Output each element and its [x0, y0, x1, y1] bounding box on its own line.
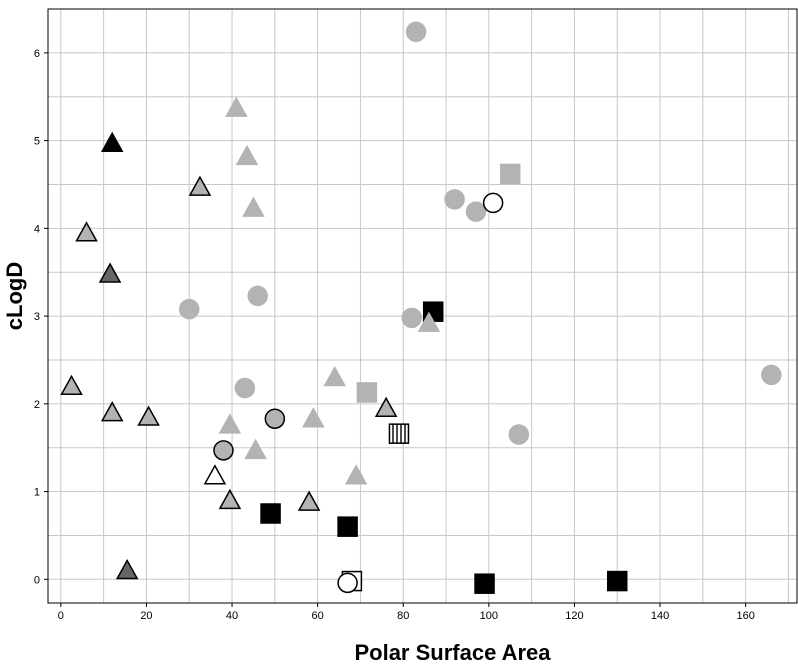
y-tick-label: 5 — [34, 136, 40, 148]
triangle-point — [244, 438, 267, 460]
circle-point — [234, 377, 256, 399]
triangle-point — [100, 401, 124, 422]
x-tick-label: 100 — [480, 610, 498, 622]
x-tick-label: 140 — [651, 610, 669, 622]
circle-point — [401, 307, 423, 329]
plot-area-frame — [47, 8, 798, 604]
y-tick-label: 0 — [34, 574, 40, 586]
triangle-point — [218, 413, 242, 434]
circle-point — [405, 21, 427, 43]
circle-point — [761, 364, 782, 386]
triangle-point — [137, 405, 160, 426]
striped-square-point — [388, 423, 410, 444]
x-tick-label: 0 — [58, 610, 64, 622]
x-tick-label: 20 — [140, 610, 152, 622]
triangle-point — [235, 144, 259, 166]
square-point — [499, 163, 521, 185]
square-point — [356, 382, 378, 403]
triangle-point — [115, 558, 139, 580]
triangle-point — [344, 464, 368, 485]
triangle-point — [60, 374, 83, 396]
x-axis-title: Polar Surface Area — [354, 640, 551, 665]
triangle-point — [417, 311, 441, 332]
triangle-point — [242, 196, 265, 217]
circle-point — [508, 424, 530, 445]
circle-point — [465, 201, 487, 222]
data-points — [60, 21, 782, 594]
y-tick-label: 4 — [34, 223, 40, 235]
y-tick-label: 3 — [34, 311, 40, 323]
x-tick-label: 160 — [736, 610, 754, 622]
circle-point — [247, 285, 268, 307]
circle-point — [264, 408, 286, 429]
triangle-point — [188, 175, 212, 196]
x-tick-label: 120 — [565, 610, 583, 622]
circle-point — [482, 192, 504, 214]
triangle-point — [302, 407, 325, 428]
circle-point — [178, 298, 200, 320]
triangle-point — [218, 488, 242, 510]
triangle-point — [225, 96, 248, 117]
triangle-point — [98, 262, 122, 283]
triangle-point — [100, 131, 124, 152]
circle-point — [213, 440, 234, 461]
circle-point — [337, 572, 358, 594]
triangle-point — [75, 221, 98, 242]
triangle-point — [203, 464, 227, 485]
y-tick-label: 2 — [34, 399, 40, 411]
triangle-point — [323, 365, 347, 387]
triangle-point — [374, 396, 398, 417]
x-tick-label: 80 — [397, 610, 409, 622]
x-tick-label: 40 — [226, 610, 238, 622]
y-axis-title: cLogD — [2, 262, 27, 330]
axis-ticks: 0 20 40 60 80 100 120 140 160 0 1 2 3 4 5 6 — [34, 48, 755, 622]
square-point — [606, 570, 628, 592]
square-point — [260, 503, 281, 524]
triangle-point — [297, 490, 321, 511]
square-point — [474, 573, 495, 594]
y-tick-label: 6 — [34, 48, 40, 60]
circle-point — [444, 189, 465, 210]
y-tick-label: 1 — [34, 487, 40, 499]
gridlines — [48, 8, 797, 603]
x-tick-label: 60 — [312, 610, 324, 622]
square-point — [337, 516, 358, 537]
